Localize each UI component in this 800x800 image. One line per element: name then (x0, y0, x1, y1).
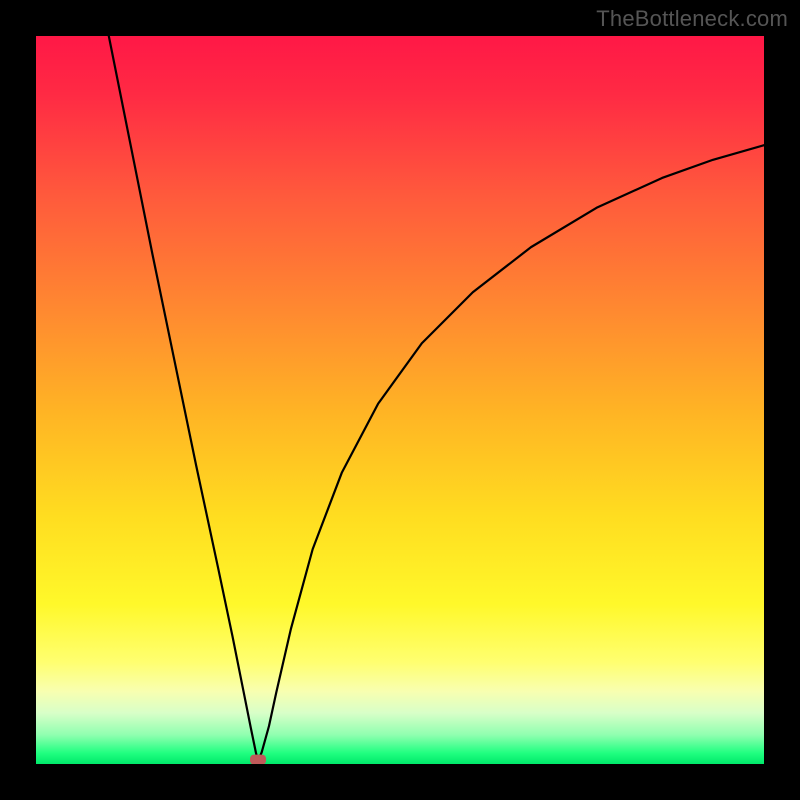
gradient-background (36, 36, 764, 764)
chart-frame: TheBottleneck.com (0, 0, 800, 800)
plot-area (36, 36, 764, 764)
minimum-marker (250, 755, 266, 764)
plot-svg (36, 36, 764, 764)
watermark-text: TheBottleneck.com (596, 6, 788, 32)
